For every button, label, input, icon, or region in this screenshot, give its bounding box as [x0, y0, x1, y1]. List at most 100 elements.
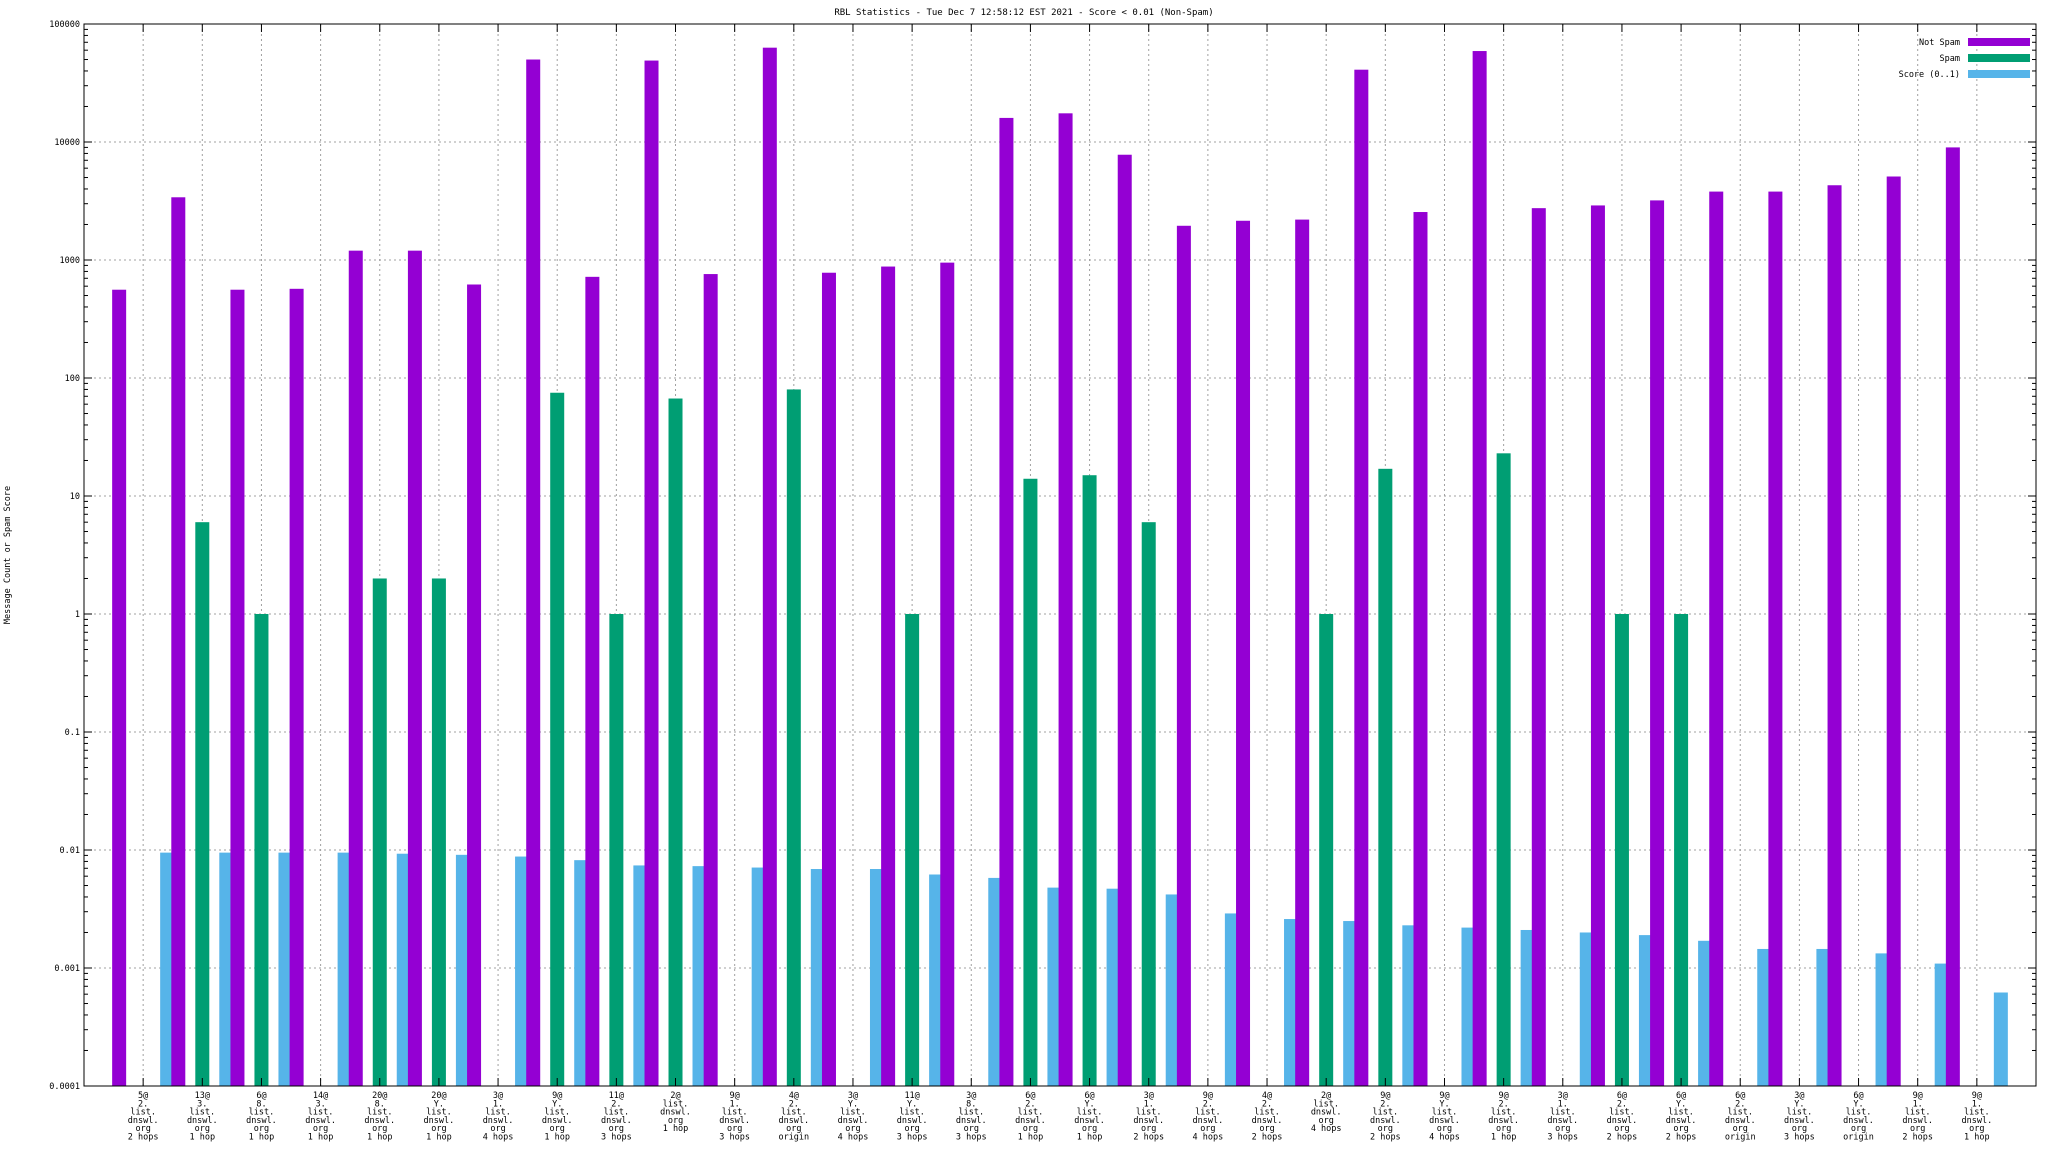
y-tick-label: 100	[65, 374, 80, 384]
x-tick-label: 13@ 3. list. dnswl. org 1 hop	[187, 1091, 218, 1143]
x-tick-label: 6@ Y. list. dnswl. org 1 hop	[1074, 1091, 1105, 1143]
bar-score-0-1	[1224, 913, 1239, 1086]
bar-score-0-1	[1106, 888, 1121, 1086]
bar-score-0-1	[633, 865, 648, 1086]
x-tick-label: 11@ Y. list. dnswl. org 3 hops	[897, 1091, 928, 1143]
bar-score-0-1	[1520, 929, 1535, 1086]
bar-score-0-1	[278, 852, 293, 1086]
x-tick-label: 6@ 8. list. dnswl. org 1 hop	[246, 1091, 277, 1143]
bar-not-spam	[821, 272, 836, 1086]
legend-swatch	[1968, 38, 2030, 46]
x-tick-label: 3@ 8. list. dnswl. org 3 hops	[956, 1091, 987, 1143]
bar-spam	[1496, 453, 1511, 1086]
bar-spam	[1674, 614, 1689, 1086]
bar-not-spam	[1236, 220, 1251, 1086]
legend: Not Spam Spam Score (0..1)	[1899, 38, 2030, 80]
x-tick-label: 6@ 2. list. dnswl. org 1 hop	[1015, 1091, 1046, 1143]
bar-not-spam	[940, 262, 955, 1086]
x-tick-label: 2@ list. dnswl. org 1 hop	[660, 1091, 691, 1134]
bar-score-0-1	[455, 854, 470, 1086]
bar-not-spam	[762, 47, 777, 1086]
x-tick-label: 9@ Y. list. dnswl. org 1 hop	[542, 1091, 573, 1143]
bar-spam	[668, 398, 683, 1086]
y-tick-label: 0.0001	[49, 1082, 80, 1092]
bar-score-0-1	[1343, 921, 1358, 1086]
bar-not-spam	[644, 60, 659, 1086]
bar-score-0-1	[810, 869, 825, 1086]
x-tick-label: 6@ Y. list. dnswl. org 2 hops	[1666, 1091, 1697, 1143]
bar-spam	[1378, 468, 1393, 1087]
bar-score-0-1	[1047, 887, 1062, 1086]
bar-spam	[1141, 522, 1156, 1086]
bar-not-spam	[1117, 154, 1132, 1086]
bar-score-0-1	[1698, 940, 1713, 1086]
bar-score-0-1	[988, 877, 1003, 1086]
x-tick-label: 9@ Y. list. dnswl. org 4 hops	[1429, 1091, 1460, 1143]
bar-score-0-1	[1993, 992, 2008, 1086]
y-tick-label: 10000	[54, 138, 80, 148]
bar-not-spam	[171, 197, 186, 1086]
bar-not-spam	[289, 288, 304, 1086]
bar-not-spam	[1590, 205, 1605, 1087]
x-tick-label: 6@ 2. list. dnswl. org origin	[1725, 1091, 1756, 1143]
bar-spam	[786, 389, 801, 1086]
bar-score-0-1	[1757, 948, 1772, 1086]
bar-not-spam	[1058, 113, 1073, 1086]
bar-score-0-1	[337, 852, 352, 1086]
x-tick-label: 9@ 1. list. dnswl. org 1 hop	[1961, 1091, 1992, 1143]
x-tick-label: 20@ Y. list. dnswl. org 1 hop	[424, 1091, 455, 1143]
bar-score-0-1	[1638, 935, 1653, 1086]
bar-spam	[1319, 614, 1334, 1086]
bar-score-0-1	[692, 866, 707, 1086]
bar-not-spam	[112, 289, 127, 1086]
bar-score-0-1	[869, 869, 884, 1086]
bar-score-0-1	[1875, 953, 1890, 1086]
bar-score-0-1	[1165, 894, 1180, 1086]
bar-score-0-1	[1461, 927, 1476, 1086]
x-tick-label: 4@ 2. list. dnswl. org 2 hops	[1252, 1091, 1283, 1143]
x-tick-label: 14@ 3. list. dnswl. org 1 hop	[305, 1091, 336, 1143]
legend-swatch	[1968, 70, 2030, 78]
bar-not-spam	[1709, 191, 1724, 1086]
bar-score-0-1	[751, 867, 766, 1086]
legend-label: Spam	[1940, 54, 1960, 64]
bar-score-0-1	[574, 860, 589, 1086]
legend-label: Score (0..1)	[1899, 70, 1960, 80]
bar-not-spam	[230, 289, 245, 1086]
x-tick-label: 20@ 8. list. dnswl. org 1 hop	[364, 1091, 395, 1143]
bar-spam	[1082, 475, 1097, 1087]
bar-not-spam	[1886, 176, 1901, 1086]
x-tick-label: 6@ Y. list. dnswl. org origin	[1843, 1091, 1874, 1143]
x-tick-label: 5@ 2. list. dnswl. org 2 hops	[128, 1091, 159, 1143]
x-tick-label: 6@ 2. list. dnswl. org 2 hops	[1607, 1091, 1638, 1143]
bar-not-spam	[1413, 212, 1428, 1086]
x-tick-label: 9@ 1. list. dnswl. org 2 hops	[1902, 1091, 1933, 1143]
y-tick-label: 0.01	[60, 846, 80, 856]
axes: 0.0001 0.001 0.01 0.1 1 10 100 1000 10000 100000 5…	[49, 20, 2036, 1143]
bar-not-spam	[1768, 191, 1783, 1086]
bar-score-0-1	[1402, 925, 1417, 1086]
bar-score-0-1	[160, 852, 175, 1086]
x-tick-label: 4@ 2. list. dnswl. org origin	[778, 1091, 809, 1143]
bar-spam	[905, 614, 920, 1086]
bar-spam	[254, 614, 269, 1086]
bar-score-0-1	[1579, 932, 1594, 1086]
x-tick-label: 3@ 1. list. dnswl. org 3 hops	[1547, 1091, 1578, 1143]
x-tick-label: 9@ 2. list. dnswl. org 1 hop	[1488, 1091, 1519, 1143]
legend-label: Not Spam	[1919, 38, 1960, 48]
bar-not-spam	[526, 59, 541, 1087]
bar-score-0-1	[1816, 948, 1831, 1086]
bar-not-spam	[1176, 225, 1191, 1087]
x-tick-label: 9@ 2. list. dnswl. org 2 hops	[1370, 1091, 1401, 1143]
bar-spam	[195, 522, 210, 1086]
y-tick-label: 100000	[49, 20, 80, 30]
x-tick-label: 3@ Y. list. dnswl. org 3 hops	[1784, 1091, 1815, 1143]
bar-not-spam	[1472, 51, 1487, 1087]
bar-spam	[609, 614, 624, 1086]
bar-spam	[1614, 614, 1629, 1086]
bar-not-spam	[1354, 69, 1369, 1086]
bar-score-0-1	[219, 852, 234, 1086]
y-tick-label: 0.001	[54, 964, 80, 974]
y-tick-label: 1	[75, 610, 80, 620]
